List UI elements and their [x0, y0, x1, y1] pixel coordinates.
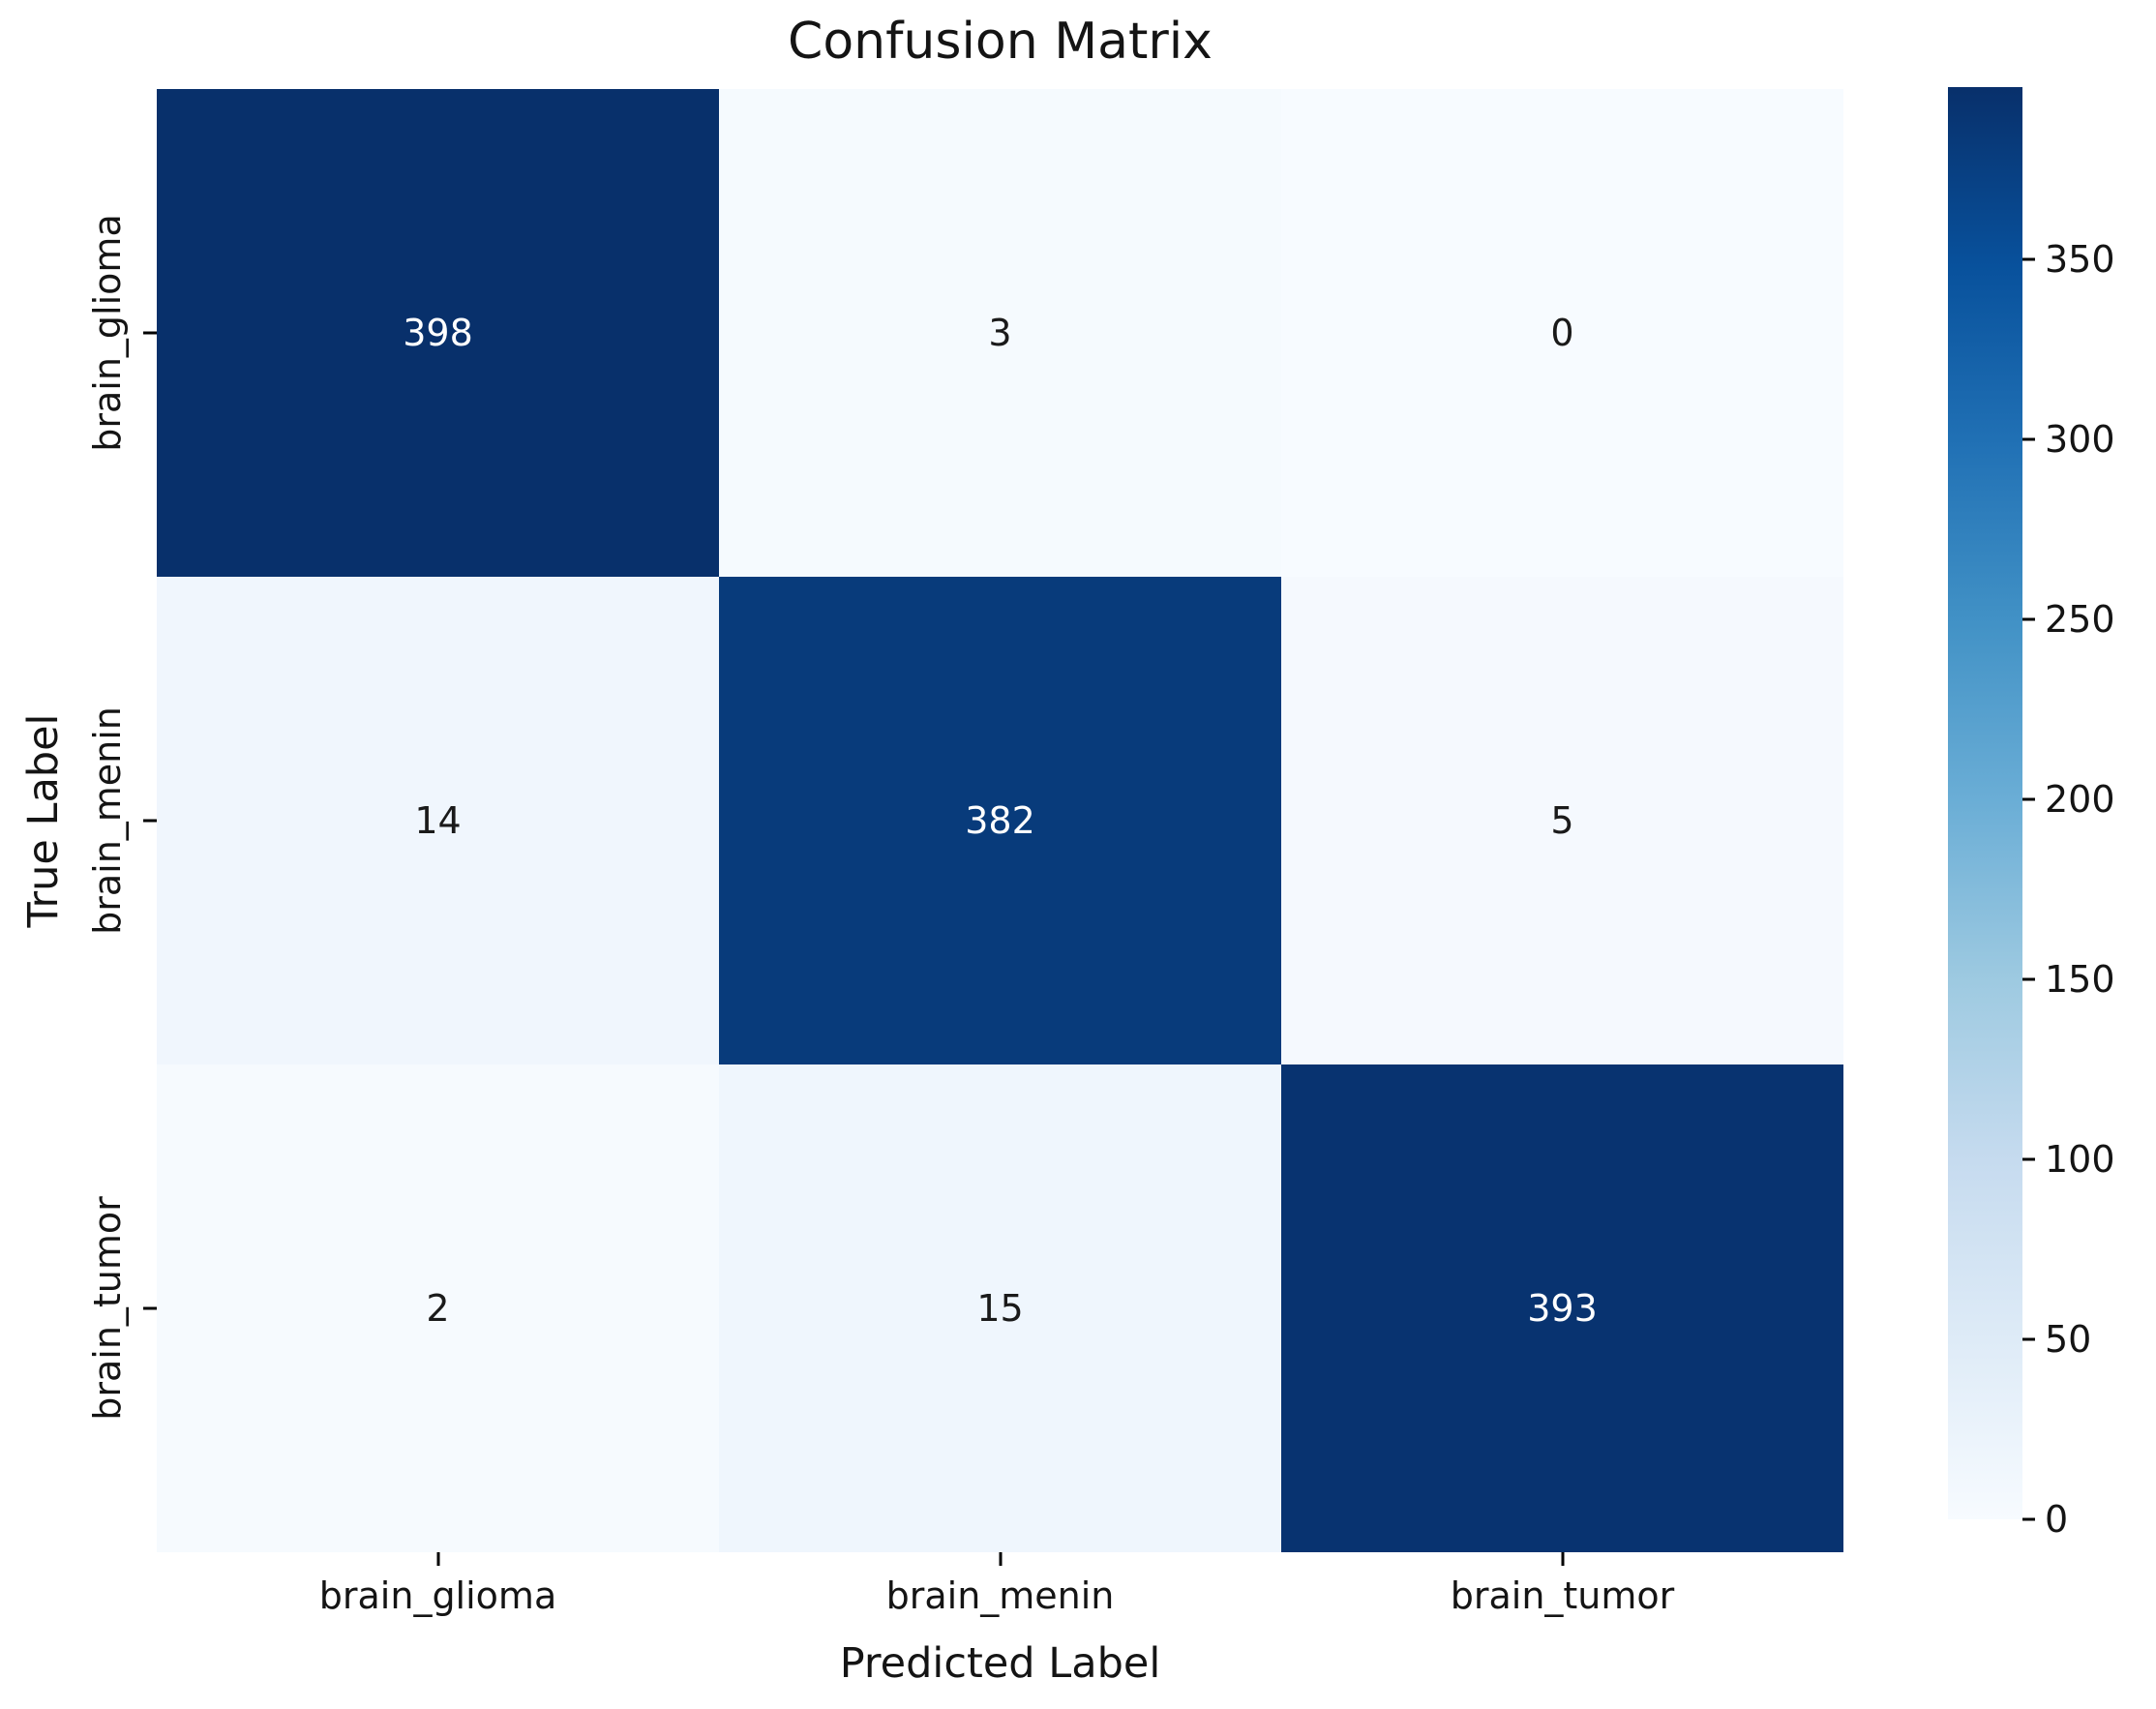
colorbar-tick-mark — [2022, 797, 2035, 801]
heatmap-cell: 14 — [157, 577, 719, 1064]
colorbar-tick-mark — [2022, 1337, 2035, 1341]
y-tick-label: brain_glioma — [86, 214, 129, 452]
colorbar-tick-label: 350 — [2045, 238, 2115, 282]
y-tick-label: brain_tumor — [86, 1196, 129, 1421]
x-tick-mark — [999, 1552, 1002, 1566]
colorbar-tick-mark — [2022, 257, 2035, 261]
colorbar — [1948, 87, 2022, 1519]
colorbar-tick-mark — [2022, 1517, 2035, 1521]
colorbar-tick-mark — [2022, 437, 2035, 441]
colorbar-tick-mark — [2022, 617, 2035, 621]
heatmap-cell: 15 — [719, 1064, 1281, 1552]
x-tick-label: brain_tumor — [1450, 1574, 1675, 1617]
x-tick-label: brain_menin — [885, 1574, 1115, 1617]
x-tick-mark — [436, 1552, 439, 1566]
colorbar-tick-label: 200 — [2045, 778, 2115, 822]
colorbar-tick-label: 150 — [2045, 958, 2115, 1002]
cell-value: 5 — [1550, 799, 1574, 842]
cell-value: 398 — [403, 312, 473, 354]
y-tick-label: brain_menin — [86, 706, 129, 935]
colorbar-tick-label: 250 — [2045, 598, 2115, 642]
colorbar-tick-mark — [2022, 977, 2035, 981]
cell-value: 15 — [976, 1287, 1024, 1330]
cell-value: 393 — [1527, 1287, 1598, 1330]
heatmap-cell: 398 — [157, 89, 719, 577]
heatmap-cell: 2 — [157, 1064, 719, 1552]
x-tick-label: brain_glioma — [318, 1574, 557, 1617]
cell-value: 2 — [426, 1287, 450, 1330]
cell-value: 3 — [988, 312, 1012, 354]
colorbar-tick-label: 0 — [2045, 1498, 2069, 1541]
heatmap-cell: 3 — [719, 89, 1281, 577]
heatmap-cell: 382 — [719, 577, 1281, 1064]
colorbar-tick-label: 300 — [2045, 418, 2115, 462]
y-tick-mark — [143, 331, 157, 335]
heatmap-cell: 393 — [1281, 1064, 1843, 1552]
chart-title: Confusion Matrix — [788, 13, 1213, 71]
heatmap-cell: 5 — [1281, 577, 1843, 1064]
y-axis-label: True Label — [19, 713, 68, 928]
y-tick-mark — [143, 1306, 157, 1310]
colorbar-tick-label: 100 — [2045, 1138, 2115, 1182]
cell-value: 0 — [1550, 312, 1574, 354]
x-tick-mark — [1561, 1552, 1564, 1566]
x-axis-label: Predicted Label — [839, 1639, 1161, 1688]
colorbar-tick-mark — [2022, 1157, 2035, 1161]
y-tick-mark — [143, 819, 157, 823]
cell-value: 14 — [414, 799, 462, 842]
heatmap-cell: 0 — [1281, 89, 1843, 577]
cell-value: 382 — [965, 799, 1035, 842]
colorbar-tick-label: 50 — [2045, 1318, 2092, 1362]
heatmap-grid: 398 3 0 14 382 5 2 15 393 — [157, 89, 1843, 1552]
